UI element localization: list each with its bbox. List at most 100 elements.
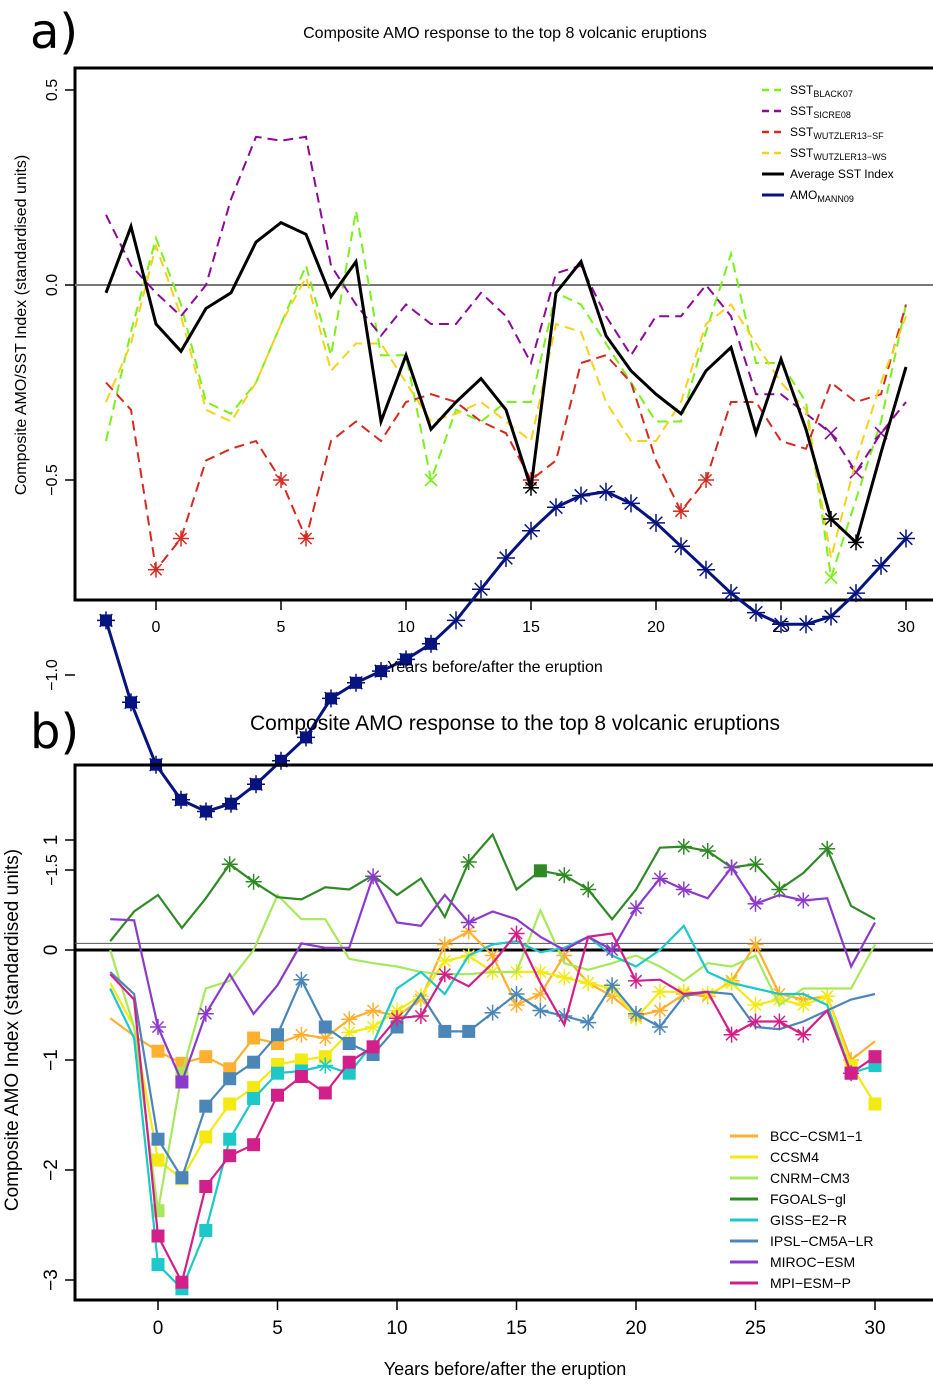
data-point-asterisk <box>150 1019 166 1035</box>
data-point-asterisk <box>572 486 590 505</box>
data-point-asterisk <box>293 971 310 988</box>
data-point-asterisk <box>222 794 240 813</box>
legend-item: CCSM4 <box>730 1149 819 1165</box>
data-point-asterisk <box>847 584 865 603</box>
data-point-square <box>223 1132 237 1146</box>
data-point-square <box>199 1224 213 1237</box>
data-point-asterisk <box>848 534 864 551</box>
series-sst-black07 <box>105 210 907 585</box>
y-tick-label: 0 <box>41 945 62 956</box>
data-point-square <box>151 1153 165 1167</box>
data-point-square <box>175 1171 189 1185</box>
data-point-square <box>294 1070 308 1083</box>
data-point-asterisk <box>341 1011 358 1028</box>
data-point-square <box>438 1024 452 1038</box>
x-tick-label: 0 <box>153 1318 164 1339</box>
x-tick-label: 15 <box>506 1318 527 1339</box>
data-point-asterisk <box>651 983 668 1000</box>
data-point-asterisk <box>173 530 189 547</box>
data-point-asterisk <box>422 634 440 653</box>
data-point-asterisk <box>628 972 644 989</box>
data-point-asterisk <box>472 580 490 599</box>
panel-a-title: Composite AMO response to the top 8 volc… <box>303 25 707 42</box>
data-point-x <box>824 570 838 585</box>
legend-label: CCSM4 <box>770 1149 819 1165</box>
data-point-asterisk <box>523 479 539 496</box>
data-point-asterisk <box>597 482 615 501</box>
data-point-asterisk <box>347 673 365 692</box>
y-tick-label: −0.5 <box>44 464 61 496</box>
data-point-square <box>247 1031 261 1045</box>
data-point-square <box>271 1028 284 1042</box>
data-point-asterisk <box>819 840 836 857</box>
series-line <box>109 931 876 1286</box>
series-amo-mann09 <box>97 482 915 821</box>
series-line <box>109 893 876 1211</box>
data-point-asterisk <box>872 556 890 575</box>
data-point-x <box>849 465 863 479</box>
legend-label: SSTSICRE08 <box>790 104 851 120</box>
series-ipsl-cm5a-lr <box>109 971 876 1185</box>
series-average-sst-index <box>104 220 908 551</box>
series-sst-sicre08 <box>105 135 907 479</box>
data-point-asterisk <box>460 914 477 931</box>
legend-label: IPSL−CM5A−LR <box>770 1233 874 1249</box>
data-point-asterisk <box>197 802 215 821</box>
x-tick-label: 10 <box>386 1318 407 1339</box>
legend-item: FGOALS−gl <box>730 1191 846 1207</box>
data-point-asterisk <box>697 560 715 579</box>
legend-label: MPI−ESM−P <box>770 1275 851 1291</box>
legend-item: MIROC−ESM <box>730 1254 855 1270</box>
data-point-asterisk <box>436 936 453 953</box>
data-point-asterisk <box>389 1010 405 1027</box>
data-point-asterisk <box>723 1026 740 1043</box>
data-point-asterisk <box>651 870 668 887</box>
data-point-asterisk <box>122 693 140 712</box>
data-point-asterisk <box>365 1002 382 1019</box>
data-point-asterisk <box>675 881 692 898</box>
series-line <box>105 210 907 578</box>
data-point-asterisk <box>372 662 390 681</box>
legend-label: SSTBLACK07 <box>790 83 853 99</box>
data-point-asterisk <box>297 728 315 747</box>
data-point-asterisk <box>547 498 565 517</box>
data-point-square <box>223 1149 237 1163</box>
series-mpi-esm-p <box>109 925 882 1289</box>
panel-a-series <box>97 135 915 821</box>
legend-item: Average SST Index <box>762 167 894 181</box>
data-point-square <box>462 1024 476 1038</box>
data-point-square <box>223 1097 237 1111</box>
data-point-square <box>318 1086 332 1100</box>
data-point-square <box>151 1132 165 1146</box>
data-point-asterisk <box>747 997 764 1013</box>
panel-a-y-axis-label: Composite AMO/SST Index (standardised un… <box>13 155 30 495</box>
data-point-asterisk <box>604 977 621 994</box>
legend-label: SSTWUTZLER13−WS <box>790 146 887 162</box>
data-point-square <box>247 1092 261 1105</box>
data-point-square <box>868 1097 882 1111</box>
data-point-square <box>199 1099 213 1113</box>
data-point-asterisk <box>673 503 689 520</box>
x-tick-label: 20 <box>647 619 665 636</box>
data-point-asterisk <box>747 603 765 622</box>
data-point-square <box>199 1180 213 1193</box>
data-point-square <box>342 1055 356 1069</box>
data-point-asterisk <box>747 856 764 873</box>
series-line <box>105 135 907 475</box>
data-point-asterisk <box>604 942 621 958</box>
x-tick-label: 20 <box>625 1318 646 1339</box>
y-tick-label: −1.0 <box>44 659 61 691</box>
data-point-asterisk <box>698 472 714 488</box>
data-point-square <box>342 1037 356 1050</box>
panel-a: a) Composite AMO response to the top 8 v… <box>13 4 933 886</box>
data-point-asterisk <box>622 494 640 513</box>
data-point-square <box>151 1258 165 1272</box>
data-point-asterisk <box>322 689 340 708</box>
data-point-asterisk <box>675 838 692 855</box>
series-line <box>110 865 876 1086</box>
data-point-square <box>366 1040 380 1054</box>
data-point-square <box>868 1050 882 1064</box>
data-point-asterisk <box>484 1004 501 1021</box>
series-line <box>104 220 908 546</box>
data-point-asterisk <box>819 988 836 1005</box>
